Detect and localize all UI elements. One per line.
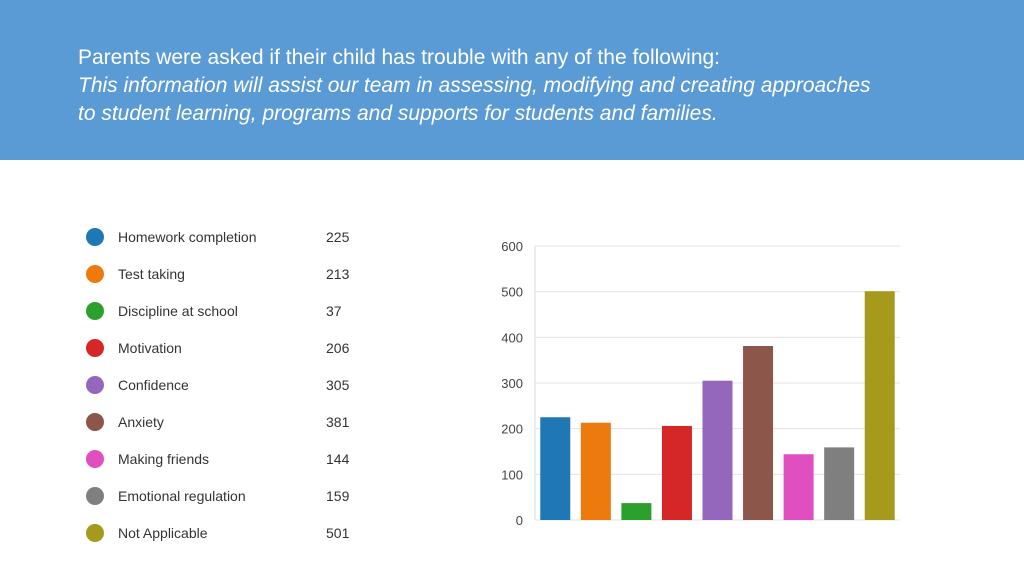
- y-tick-label: 500: [501, 285, 523, 300]
- legend-label: Making friends: [118, 450, 210, 467]
- legend-label: Not Applicable: [118, 524, 208, 541]
- legend-item-test-taking: Test taking 213: [86, 255, 386, 292]
- bar-homework-completion: [540, 417, 571, 520]
- y-tick-label: 400: [501, 330, 523, 345]
- legend-item-motivation: Motivation 206: [86, 329, 386, 366]
- legend-marker: [86, 486, 104, 505]
- header-title: Parents were asked if their child has tr…: [78, 46, 721, 69]
- legend-count: 381: [326, 413, 350, 430]
- legend-count: 213: [326, 265, 350, 282]
- bar-motivation: [661, 425, 692, 520]
- y-tick-label: 300: [501, 376, 523, 391]
- header-subtitle-line-2: to student learning, programs and suppor…: [78, 102, 718, 125]
- bar-test-taking: [580, 422, 611, 520]
- y-tick-label: 600: [501, 239, 523, 254]
- legend-count: 37: [326, 302, 342, 319]
- legend-marker: [86, 338, 104, 357]
- legend-item-homework-completion: Homework completion 225: [86, 218, 386, 255]
- legend-label: Test taking: [118, 265, 185, 282]
- legend-label: Anxiety: [118, 413, 164, 430]
- bar-confidence: [702, 380, 733, 520]
- bar-emotional-regulation: [824, 447, 855, 520]
- legend-count: 501: [326, 524, 350, 541]
- bar-chart: 0 100 200 300 400 500 600: [501, 239, 900, 528]
- legend-item-making-friends: Making friends 144: [86, 440, 386, 477]
- legend-marker: [86, 412, 104, 431]
- legend-count: 206: [326, 339, 350, 356]
- legend-marker: [86, 301, 104, 320]
- legend-marker: [86, 264, 104, 283]
- legend-count: 305: [326, 376, 350, 393]
- header-banner: Parents were asked if their child has tr…: [0, 0, 1024, 160]
- legend-item-not-applicable: Not Applicable 501: [86, 514, 386, 551]
- bar-not-applicable: [864, 291, 895, 520]
- legend-label: Homework completion: [118, 228, 257, 245]
- bar-anxiety: [743, 346, 774, 520]
- legend-item-confidence: Confidence 305: [86, 366, 386, 403]
- legend-label: Emotional regulation: [118, 487, 246, 504]
- legend-count: 144: [326, 450, 350, 467]
- legend-item-discipline-at-school: Discipline at school 37: [86, 292, 386, 329]
- legend-item-anxiety: Anxiety 381: [86, 403, 386, 440]
- legend-marker: [86, 523, 104, 542]
- legend-marker: [86, 227, 104, 246]
- bar-making-friends: [783, 454, 814, 520]
- legend-item-emotional-regulation: Emotional regulation 159: [86, 477, 386, 514]
- legend: Homework completion 225 Test taking 213 …: [86, 218, 386, 551]
- y-tick-label: 100: [501, 467, 523, 482]
- legend-count: 225: [326, 228, 350, 245]
- legend-label: Discipline at school: [118, 302, 238, 319]
- legend-marker: [86, 449, 104, 468]
- legend-label: Confidence: [118, 376, 189, 393]
- legend-count: 159: [326, 487, 350, 504]
- legend-marker: [86, 375, 104, 394]
- y-tick-label: 200: [501, 422, 523, 437]
- legend-label: Motivation: [118, 339, 182, 356]
- header-subtitle-line-1: This information will assist our team in…: [78, 74, 871, 97]
- bar-discipline-at-school: [621, 503, 652, 520]
- y-tick-label: 0: [516, 513, 523, 528]
